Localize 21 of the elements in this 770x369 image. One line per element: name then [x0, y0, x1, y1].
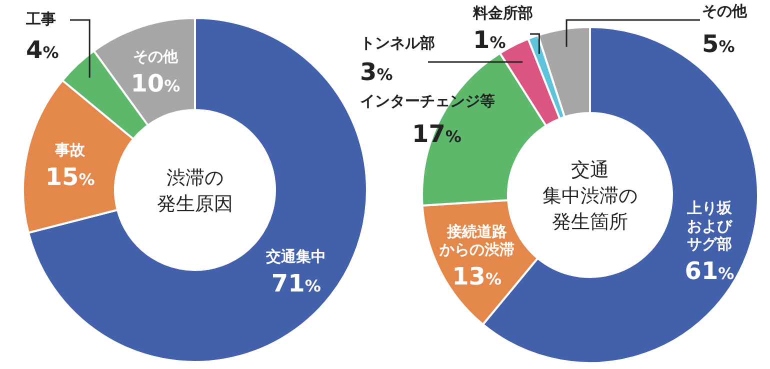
slice-label: インターチェンジ等: [360, 92, 495, 110]
slice-label: その他: [702, 2, 748, 20]
data-label: 61%: [684, 257, 734, 286]
data-label: 5%: [702, 30, 735, 58]
slice-label: 事故: [54, 141, 86, 160]
text: 交通集中渋滞の発生箇所: [542, 159, 638, 233]
text: 渋滞の発生原因: [157, 167, 233, 215]
slice-label: 料金所部: [472, 4, 533, 22]
slice-label: 接続道路からの渋滞: [438, 222, 514, 259]
data-label: 4%: [26, 36, 59, 64]
slice-label: 上り坂およびサグ部: [686, 199, 733, 254]
slice-label: トンネル部: [360, 34, 435, 52]
data-label: 3%: [360, 58, 393, 86]
data-label: 15%: [45, 163, 95, 192]
data-label: 1%: [473, 26, 506, 54]
slice-label: 工事: [25, 10, 56, 28]
slice-label: 交通集中: [265, 247, 326, 266]
slice-label: その他: [132, 47, 179, 66]
data-label: 13%: [452, 262, 502, 291]
data-label: 71%: [271, 269, 321, 298]
data-label: 10%: [130, 69, 180, 98]
